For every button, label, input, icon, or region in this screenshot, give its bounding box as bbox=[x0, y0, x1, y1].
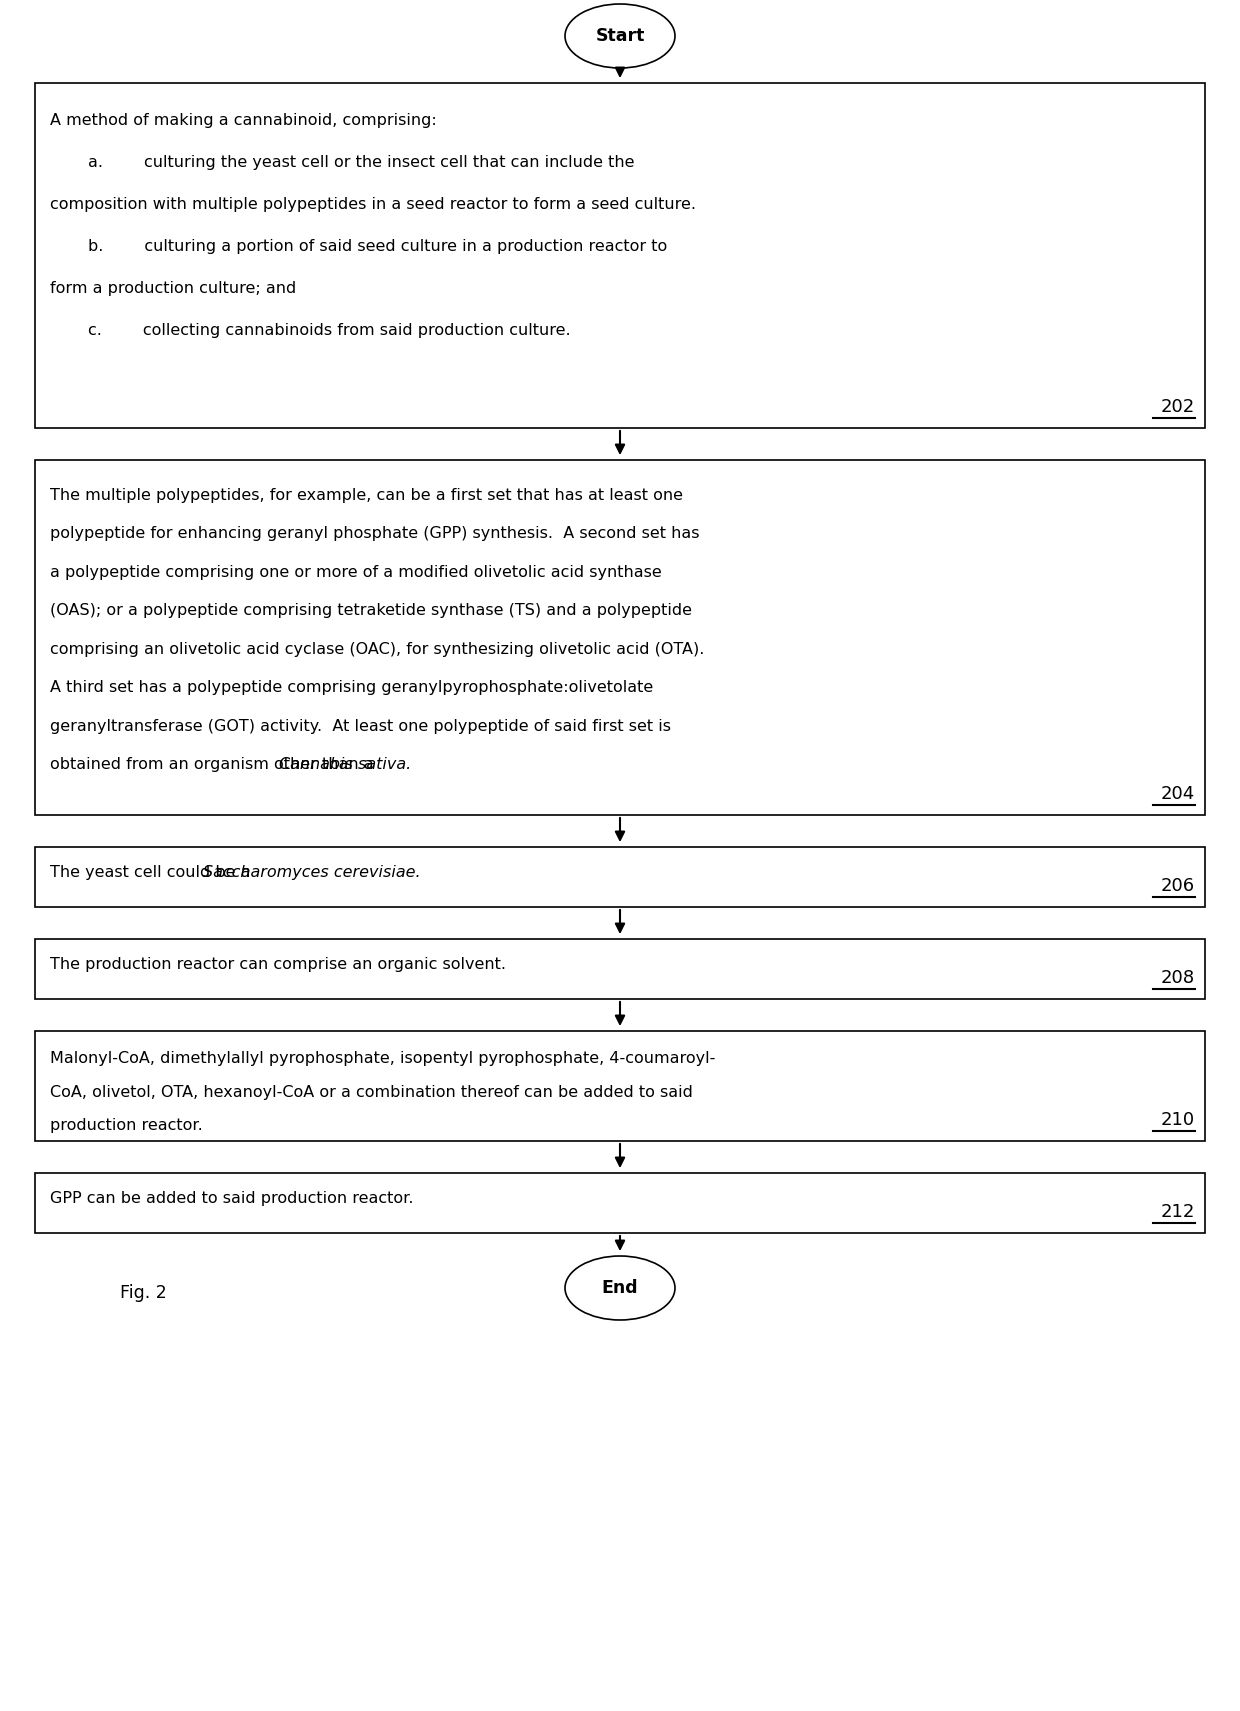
Text: A method of making a cannabinoid, comprising:: A method of making a cannabinoid, compri… bbox=[50, 113, 436, 128]
Text: 204: 204 bbox=[1161, 785, 1195, 802]
Text: Fig. 2: Fig. 2 bbox=[120, 1283, 166, 1302]
FancyBboxPatch shape bbox=[35, 939, 1205, 999]
Text: The yeast cell could be a: The yeast cell could be a bbox=[50, 866, 255, 879]
Text: GPP can be added to said production reactor.: GPP can be added to said production reac… bbox=[50, 1191, 413, 1206]
FancyBboxPatch shape bbox=[35, 1032, 1205, 1141]
Ellipse shape bbox=[565, 1256, 675, 1319]
Text: form a production culture; and: form a production culture; and bbox=[50, 281, 296, 296]
FancyBboxPatch shape bbox=[35, 847, 1205, 907]
Text: a polypeptide comprising one or more of a modified olivetolic acid synthase: a polypeptide comprising one or more of … bbox=[50, 565, 662, 580]
FancyBboxPatch shape bbox=[35, 1174, 1205, 1234]
Text: a.        culturing the yeast cell or the insect cell that can include the: a. culturing the yeast cell or the insec… bbox=[88, 156, 635, 169]
Text: geranyltransferase (GOT) activity.  At least one polypeptide of said first set i: geranyltransferase (GOT) activity. At le… bbox=[50, 719, 671, 734]
FancyBboxPatch shape bbox=[35, 460, 1205, 814]
Text: The multiple polypeptides, for example, can be a first set that has at least one: The multiple polypeptides, for example, … bbox=[50, 488, 683, 503]
FancyBboxPatch shape bbox=[35, 84, 1205, 428]
Ellipse shape bbox=[565, 3, 675, 68]
Text: 206: 206 bbox=[1161, 878, 1195, 895]
Text: composition with multiple polypeptides in a seed reactor to form a seed culture.: composition with multiple polypeptides i… bbox=[50, 197, 696, 212]
Text: 210: 210 bbox=[1161, 1110, 1195, 1129]
Text: obtained from an organism other than a: obtained from an organism other than a bbox=[50, 758, 378, 772]
Text: CoA, olivetol, OTA, hexanoyl-CoA or a combination thereof can be added to said: CoA, olivetol, OTA, hexanoyl-CoA or a co… bbox=[50, 1085, 693, 1100]
Text: The production reactor can comprise an organic solvent.: The production reactor can comprise an o… bbox=[50, 956, 506, 972]
Text: c.        collecting cannabinoids from said production culture.: c. collecting cannabinoids from said pro… bbox=[88, 323, 570, 339]
Text: 208: 208 bbox=[1161, 968, 1195, 987]
Text: Malonyl-CoA, dimethylallyl pyrophosphate, isopentyl pyrophosphate, 4-coumaroyl-: Malonyl-CoA, dimethylallyl pyrophosphate… bbox=[50, 1051, 715, 1066]
Text: Start: Start bbox=[595, 27, 645, 44]
Text: b.        culturing a portion of said seed culture in a production reactor to: b. culturing a portion of said seed cult… bbox=[88, 240, 667, 253]
Text: polypeptide for enhancing geranyl phosphate (GPP) synthesis.  A second set has: polypeptide for enhancing geranyl phosph… bbox=[50, 527, 699, 541]
Text: production reactor.: production reactor. bbox=[50, 1117, 203, 1133]
Text: comprising an olivetolic acid cyclase (OAC), for synthesizing olivetolic acid (O: comprising an olivetolic acid cyclase (O… bbox=[50, 642, 704, 657]
Text: Saccharomyces cerevisiae.: Saccharomyces cerevisiae. bbox=[202, 866, 420, 879]
Text: 202: 202 bbox=[1161, 399, 1195, 416]
Text: Cannabis sativa.: Cannabis sativa. bbox=[279, 758, 412, 772]
Text: A third set has a polypeptide comprising geranylpyrophosphate:olivetolate: A third set has a polypeptide comprising… bbox=[50, 681, 653, 695]
Text: End: End bbox=[601, 1280, 639, 1297]
Text: 212: 212 bbox=[1161, 1203, 1195, 1222]
Text: (OAS); or a polypeptide comprising tetraketide synthase (TS) and a polypeptide: (OAS); or a polypeptide comprising tetra… bbox=[50, 604, 692, 618]
